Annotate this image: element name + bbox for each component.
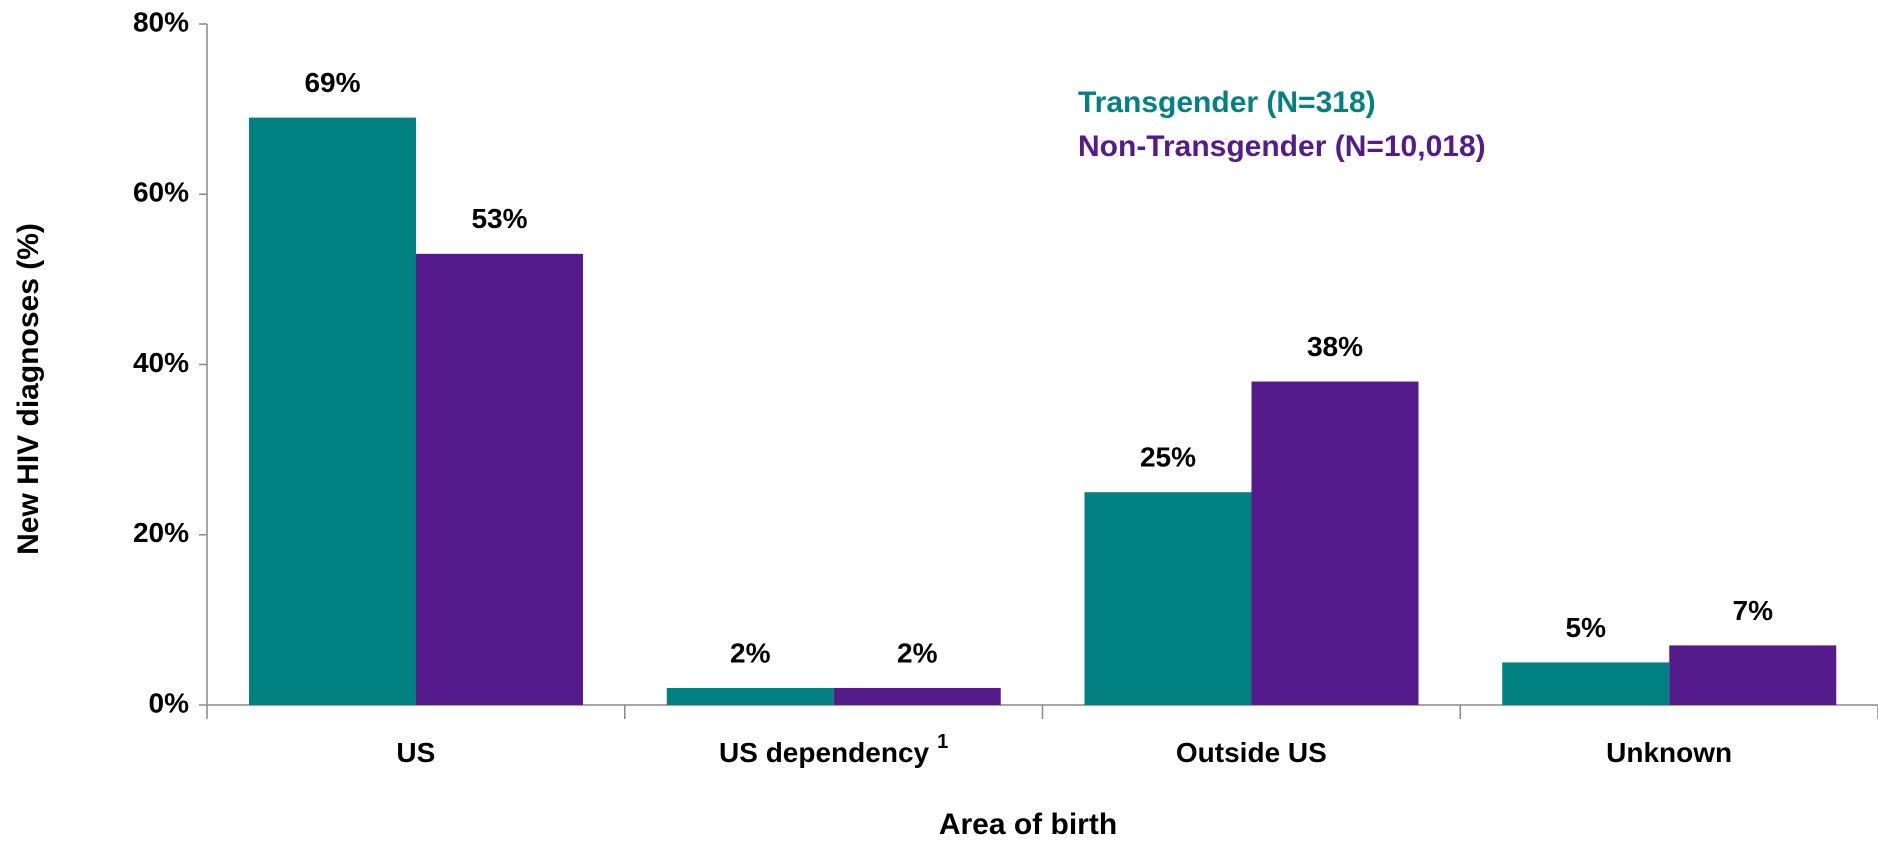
- bar: [666, 687, 834, 705]
- legend-entry: Transgender (N=318): [1078, 86, 1376, 119]
- value-label: 38%: [1307, 331, 1363, 362]
- y-axis-label: New HIV diagnoses (%): [12, 223, 45, 555]
- x-tick-label: US dependency 1: [719, 731, 948, 768]
- value-label: 53%: [471, 203, 527, 234]
- bar: [1251, 381, 1419, 705]
- bar: [416, 253, 583, 705]
- category-superscript: 1: [937, 731, 948, 753]
- value-label: 2%: [897, 637, 938, 668]
- bar: [833, 687, 1001, 705]
- x-tick-label: Unknown: [1606, 737, 1732, 768]
- value-label: 2%: [730, 637, 771, 668]
- y-tick-label: 40%: [133, 347, 189, 378]
- x-axis-label: Area of birth: [939, 808, 1117, 841]
- category-name: Unknown: [1606, 737, 1732, 768]
- x-tick-label: Outside US: [1176, 737, 1327, 768]
- value-label: 25%: [1140, 442, 1196, 473]
- value-label: 69%: [304, 67, 360, 98]
- value-label: 7%: [1733, 595, 1774, 626]
- bar: [249, 117, 416, 705]
- y-tick-label: 60%: [133, 177, 189, 208]
- category-name: US: [396, 737, 435, 768]
- x-tick-label: US: [396, 737, 435, 768]
- bar: [1502, 662, 1670, 705]
- bar: [1669, 645, 1837, 705]
- value-label: 5%: [1566, 612, 1607, 643]
- y-tick-label: 0%: [149, 687, 190, 718]
- category-name: Outside US: [1176, 737, 1327, 768]
- category-name: US dependency: [719, 737, 929, 768]
- y-tick-label: 80%: [133, 6, 189, 37]
- y-tick-label: 20%: [133, 517, 189, 548]
- bar: [1084, 492, 1252, 705]
- legend-entry: Non-Transgender (N=10,018): [1078, 130, 1486, 163]
